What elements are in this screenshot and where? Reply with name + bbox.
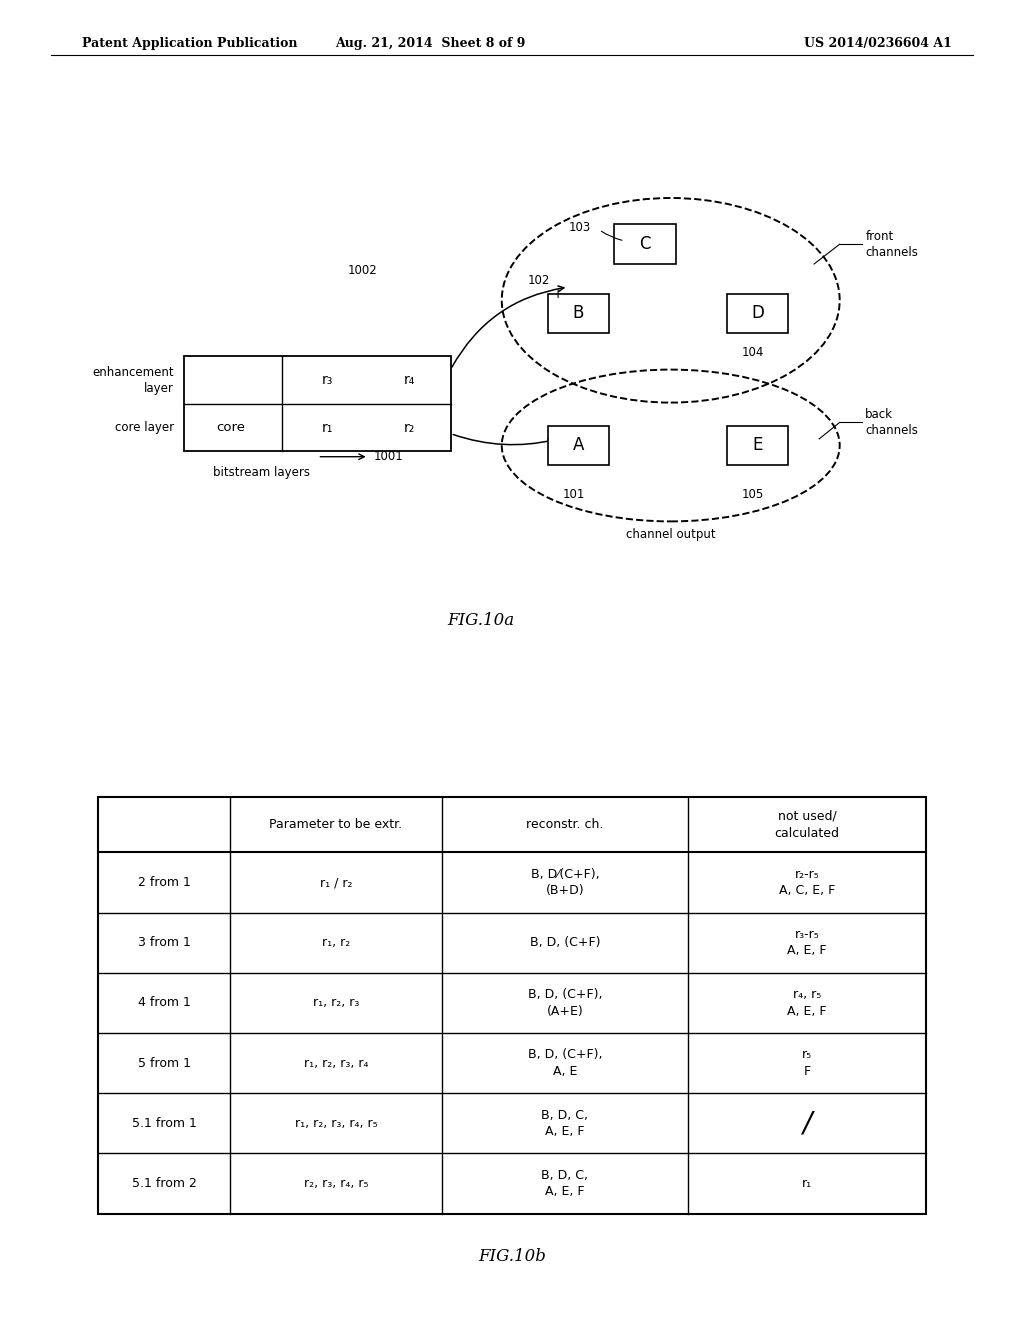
Text: Parameter to be extr.: Parameter to be extr.: [269, 818, 402, 832]
Bar: [727, 425, 788, 465]
Text: 102: 102: [527, 275, 550, 286]
Text: r₅
F: r₅ F: [802, 1048, 812, 1078]
Text: core: core: [216, 421, 245, 434]
Text: bitstream layers: bitstream layers: [213, 466, 309, 479]
Text: back
channels: back channels: [865, 408, 919, 437]
Text: /: /: [803, 1109, 812, 1138]
Text: 4 from 1: 4 from 1: [137, 997, 190, 1010]
Text: 1002: 1002: [348, 264, 378, 277]
Text: r₁, r₂, r₃: r₁, r₂, r₃: [312, 997, 359, 1010]
Text: not used/
calculated: not used/ calculated: [774, 810, 840, 840]
Text: B, D, (C+F),
(A+E): B, D, (C+F), (A+E): [527, 989, 602, 1018]
Bar: [184, 356, 451, 451]
Text: r₂: r₂: [404, 421, 415, 434]
Text: B, D, (C+F): B, D, (C+F): [529, 936, 600, 949]
Text: front
channels: front channels: [865, 230, 919, 259]
Text: enhancement
layer: enhancement layer: [92, 366, 174, 395]
Text: core layer: core layer: [115, 421, 174, 434]
Text: A: A: [572, 437, 585, 454]
Text: FIG.10a: FIG.10a: [447, 612, 515, 628]
Text: 1001: 1001: [374, 450, 403, 463]
Text: r₃-r₅
A, E, F: r₃-r₅ A, E, F: [787, 928, 826, 957]
Bar: [548, 294, 609, 333]
Text: 5.1 from 1: 5.1 from 1: [132, 1117, 197, 1130]
Text: r₁: r₁: [322, 421, 334, 434]
Bar: [548, 425, 609, 465]
Text: 2 from 1: 2 from 1: [137, 876, 190, 890]
Text: reconstr. ch.: reconstr. ch.: [526, 818, 603, 832]
Text: 3 from 1: 3 from 1: [137, 936, 190, 949]
Text: B, D⁄(C+F),
(B+D): B, D⁄(C+F), (B+D): [530, 867, 599, 898]
Text: FIG.10b: FIG.10b: [478, 1247, 546, 1265]
Text: r₁, r₂, r₃, r₄: r₁, r₂, r₃, r₄: [304, 1056, 368, 1069]
Text: E: E: [753, 437, 763, 454]
Text: 105: 105: [741, 488, 764, 502]
Bar: [727, 294, 788, 333]
Bar: [98, 797, 926, 1213]
Text: B: B: [572, 305, 585, 322]
Text: B, D, C,
A, E, F: B, D, C, A, E, F: [542, 1168, 589, 1199]
Text: 104: 104: [741, 346, 764, 359]
Text: r₂-r₅
A, C, E, F: r₂-r₅ A, C, E, F: [779, 867, 836, 898]
Text: r₃: r₃: [322, 374, 334, 387]
Text: D: D: [752, 305, 764, 322]
Bar: [614, 224, 676, 264]
Text: r₂, r₃, r₄, r₅: r₂, r₃, r₄, r₅: [304, 1177, 368, 1191]
Text: B, D, C,
A, E, F: B, D, C, A, E, F: [542, 1109, 589, 1138]
Text: US 2014/0236604 A1: US 2014/0236604 A1: [805, 37, 952, 50]
Text: 5 from 1: 5 from 1: [137, 1056, 190, 1069]
Text: B, D, (C+F),
A, E: B, D, (C+F), A, E: [527, 1048, 602, 1078]
Text: Patent Application Publication: Patent Application Publication: [82, 37, 297, 50]
Text: C: C: [639, 235, 651, 253]
Text: r₄, r₅
A, E, F: r₄, r₅ A, E, F: [787, 989, 826, 1018]
Text: r₁: r₁: [802, 1177, 812, 1191]
Text: r₄: r₄: [403, 374, 416, 387]
Text: Aug. 21, 2014  Sheet 8 of 9: Aug. 21, 2014 Sheet 8 of 9: [335, 37, 525, 50]
Text: channel output: channel output: [626, 528, 716, 541]
Text: 5.1 from 2: 5.1 from 2: [132, 1177, 197, 1191]
Text: 101: 101: [562, 488, 585, 502]
Text: r₁, r₂: r₁, r₂: [322, 936, 350, 949]
Text: r₁, r₂, r₃, r₄, r₅: r₁, r₂, r₃, r₄, r₅: [295, 1117, 377, 1130]
Text: 103: 103: [568, 222, 591, 234]
Text: r₁ / r₂: r₁ / r₂: [319, 876, 352, 890]
